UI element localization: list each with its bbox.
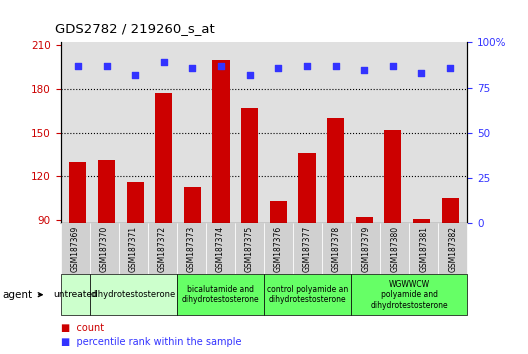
Point bbox=[389, 63, 397, 69]
Bar bbox=[327, 118, 344, 351]
Point bbox=[74, 63, 82, 69]
Text: GSM187377: GSM187377 bbox=[303, 225, 312, 272]
Bar bbox=[270, 201, 287, 351]
Point bbox=[332, 63, 340, 69]
Text: GSM187371: GSM187371 bbox=[129, 225, 138, 272]
Point bbox=[159, 59, 168, 65]
Text: GSM187380: GSM187380 bbox=[390, 225, 399, 272]
Point bbox=[417, 70, 426, 76]
Point bbox=[246, 72, 254, 78]
Bar bbox=[241, 108, 258, 351]
Text: GSM187373: GSM187373 bbox=[187, 225, 196, 272]
Bar bbox=[98, 160, 115, 351]
Bar bbox=[384, 130, 401, 351]
Bar bbox=[298, 153, 316, 351]
Text: bicalutamide and
dihydrotestosterone: bicalutamide and dihydrotestosterone bbox=[182, 285, 259, 304]
Bar bbox=[184, 187, 201, 351]
Text: agent: agent bbox=[3, 290, 33, 300]
Text: ■  count: ■ count bbox=[61, 323, 104, 333]
Bar bbox=[212, 60, 230, 351]
Point bbox=[217, 63, 225, 69]
Bar bbox=[69, 162, 87, 351]
Text: control polyamide an
dihydrotestosterone: control polyamide an dihydrotestosterone bbox=[267, 285, 348, 304]
Point bbox=[360, 67, 369, 73]
Bar bbox=[413, 219, 430, 351]
Text: GSM187378: GSM187378 bbox=[332, 225, 341, 272]
Text: dihydrotestosterone: dihydrotestosterone bbox=[91, 290, 176, 299]
Text: GSM187376: GSM187376 bbox=[274, 225, 283, 272]
Point bbox=[446, 65, 454, 70]
Text: GSM187374: GSM187374 bbox=[216, 225, 225, 272]
Text: GSM187375: GSM187375 bbox=[245, 225, 254, 272]
Bar bbox=[155, 93, 172, 351]
Point bbox=[188, 65, 196, 70]
Text: GSM187382: GSM187382 bbox=[448, 226, 457, 272]
Point bbox=[102, 63, 111, 69]
Text: GSM187370: GSM187370 bbox=[100, 225, 109, 272]
Text: untreated: untreated bbox=[53, 290, 98, 299]
Text: GSM187381: GSM187381 bbox=[419, 226, 428, 272]
Bar bbox=[441, 198, 459, 351]
Text: WGWWCW
polyamide and
dihydrotestosterone: WGWWCW polyamide and dihydrotestosterone bbox=[370, 280, 448, 310]
Bar bbox=[127, 182, 144, 351]
Text: GSM187369: GSM187369 bbox=[71, 225, 80, 272]
Text: ■  percentile rank within the sample: ■ percentile rank within the sample bbox=[61, 337, 241, 347]
Text: GDS2782 / 219260_s_at: GDS2782 / 219260_s_at bbox=[55, 22, 215, 35]
Text: GSM187379: GSM187379 bbox=[361, 225, 370, 272]
Point bbox=[303, 63, 311, 69]
Text: GSM187372: GSM187372 bbox=[158, 225, 167, 272]
Point bbox=[131, 72, 139, 78]
Bar bbox=[356, 217, 373, 351]
Point bbox=[274, 65, 282, 70]
